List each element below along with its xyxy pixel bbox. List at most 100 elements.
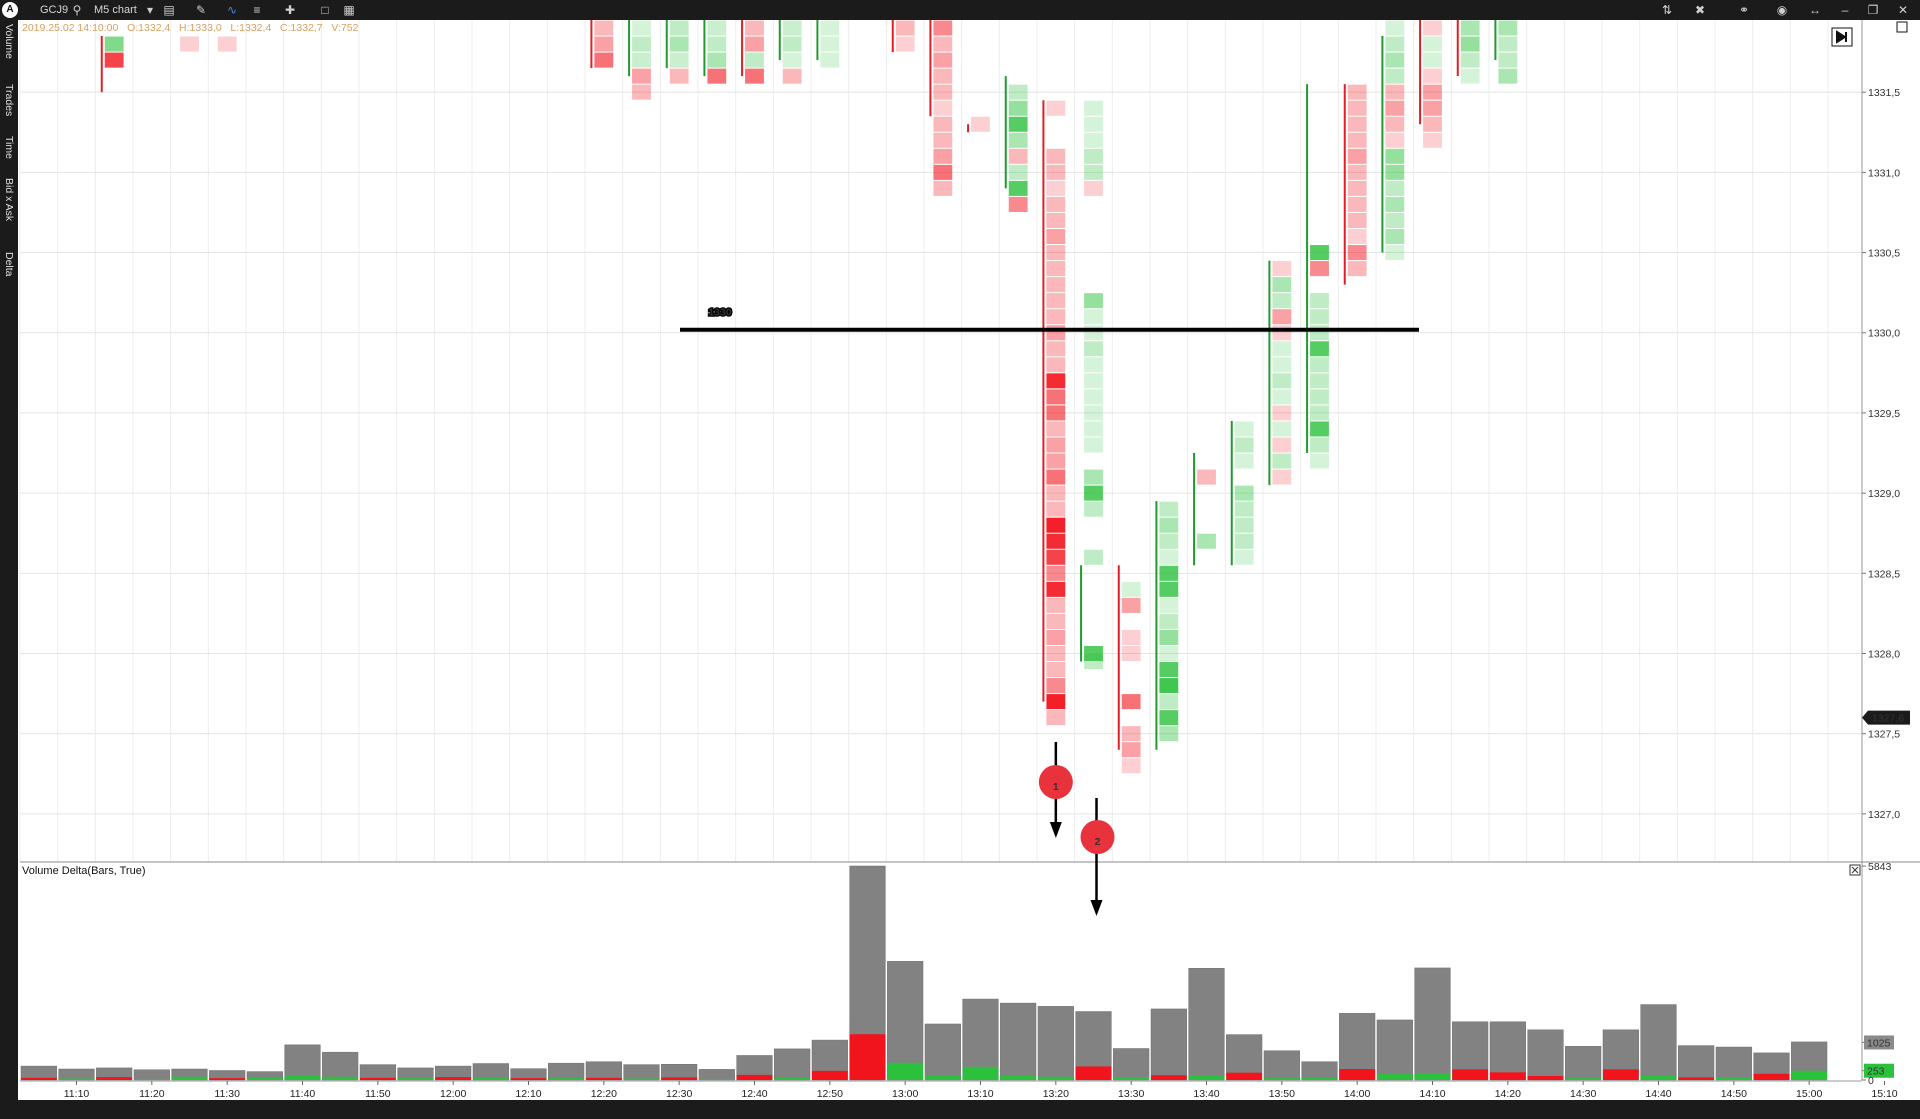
sidebar-tab-volume[interactable]: Volume	[3, 24, 15, 60]
close-icon[interactable]: ✕	[1897, 3, 1909, 17]
volume-bar	[359, 1064, 396, 1081]
layout-icon[interactable]: ▦	[343, 3, 355, 17]
delta-bar-negative	[1452, 1069, 1488, 1080]
search-icon[interactable]: ⚲	[72, 3, 82, 17]
footprint-cell	[1159, 565, 1179, 581]
pin-icon[interactable]: ↔	[1809, 3, 1821, 17]
sidebar-tab-trades[interactable]: Trades	[3, 84, 15, 117]
volume-bar	[1188, 968, 1225, 1081]
footprint-cell	[1084, 469, 1103, 485]
current-price-label: 1327,6	[1872, 713, 1904, 725]
footprint-cell	[933, 52, 953, 68]
time-tick-label: 11:10	[64, 1088, 90, 1100]
delta-bar-positive	[1264, 1078, 1300, 1080]
level-label-1330: 1330	[708, 307, 732, 319]
left-sidebar: Volume Trades Time Bid x Ask Delta	[0, 20, 18, 1119]
restore-icon[interactable]: ❐	[1867, 3, 1879, 17]
footprint-cell	[1008, 116, 1028, 132]
footprint-cell	[1272, 437, 1292, 453]
footprint-cell	[1008, 84, 1028, 100]
indicators-icon[interactable]: ∿	[226, 3, 238, 17]
price-tick-label: 1328,0	[1868, 649, 1900, 661]
footprint-cell	[1046, 517, 1066, 533]
delta-bar-positive	[1038, 1076, 1074, 1080]
delta-bar-negative	[1075, 1066, 1112, 1080]
sidebar-tab-bid-ask[interactable]: Bid x Ask	[3, 178, 15, 222]
footprint-cell	[1423, 20, 1442, 36]
footprint-cell	[632, 68, 651, 84]
footprint-cell	[1310, 437, 1329, 453]
delta-bar-positive	[699, 1078, 735, 1080]
time-tick-label: 14:10	[1419, 1088, 1445, 1100]
price-tick-label: 1329,0	[1868, 488, 1900, 500]
current-price-marker	[1862, 710, 1910, 725]
arrow-2-head	[1090, 900, 1103, 916]
footprint-cell	[669, 68, 689, 84]
pane-expand-icon[interactable]	[1896, 21, 1908, 33]
chart-type-dropdown-icon[interactable]: ▾	[146, 3, 154, 17]
crosshair-icon[interactable]: ✚	[284, 3, 296, 17]
footprint-cell	[933, 20, 953, 36]
volume-tick-badge	[1864, 1035, 1894, 1050]
trading-tools-icon[interactable]: ⇅	[1661, 3, 1673, 17]
footprint-cell	[820, 52, 840, 68]
footprint-cell	[1234, 437, 1254, 453]
footprint-cell	[1234, 533, 1254, 549]
footprint-cell	[1046, 357, 1066, 373]
footprint-cell	[1498, 20, 1518, 36]
footprint-cell	[1347, 212, 1367, 228]
sidebar-tab-delta[interactable]: Delta	[3, 252, 15, 277]
link-icon[interactable]: ⚭	[1738, 3, 1750, 17]
pane-close-icon[interactable]	[1849, 864, 1861, 876]
volume-bar	[1301, 1061, 1338, 1081]
scale-icon[interactable]: ✖	[1694, 3, 1706, 17]
footprint-cell	[1272, 293, 1292, 309]
volume-bar	[962, 998, 999, 1081]
horizontal-scrollbar[interactable]	[18, 1100, 1920, 1119]
window-icon[interactable]: □	[321, 3, 329, 17]
screenshot-camera-icon[interactable]: ◉	[1776, 3, 1788, 17]
delta-bar-positive	[247, 1077, 283, 1080]
drawing-pencil-icon[interactable]: ✎	[195, 3, 207, 17]
footprint-cell	[1385, 20, 1405, 36]
sidebar-tab-time[interactable]: Time	[3, 136, 15, 159]
delta-bar-positive	[171, 1076, 208, 1080]
footprint-cell	[1347, 132, 1367, 148]
footprint-cell	[1084, 341, 1103, 357]
chart-type-selector[interactable]: M5 chart	[94, 4, 137, 16]
footprint-cell	[1272, 405, 1292, 421]
price-tick-label: 1327,5	[1868, 729, 1900, 741]
footprint-cell	[1310, 389, 1329, 405]
footprint-cell	[1084, 501, 1103, 517]
footprint-cell	[820, 36, 840, 52]
footprint-cell	[1046, 613, 1066, 629]
footprint-cell	[1460, 36, 1480, 52]
time-tick-label: 11:40	[290, 1088, 316, 1100]
minimize-icon[interactable]: –	[1841, 3, 1849, 17]
time-tick-label: 11:30	[214, 1088, 240, 1100]
footprint-cell	[1159, 629, 1179, 645]
footprint-cell	[820, 20, 840, 36]
volume-tick-label: 0	[1868, 1075, 1874, 1087]
templates-icon[interactable]: ≡	[253, 3, 261, 17]
time-tick-label: 14:40	[1645, 1088, 1671, 1100]
footprint-cell	[1159, 517, 1179, 533]
volume-bar	[623, 1064, 660, 1081]
footprint-cell	[707, 52, 727, 68]
footprint-cell	[1347, 100, 1367, 116]
footprint-cell	[1046, 277, 1066, 293]
footprint-cell	[1084, 116, 1103, 132]
footprint-cell	[1272, 357, 1292, 373]
footprint-cell	[1084, 437, 1103, 453]
footprint-cell	[1197, 533, 1216, 549]
time-tick-label: 11:50	[365, 1088, 391, 1100]
footprint-cell	[745, 36, 764, 52]
pane-close-icon-x	[1851, 866, 1859, 874]
display-mode-icon[interactable]: ▤	[163, 3, 175, 17]
symbol-selector[interactable]: GCJ9	[40, 4, 69, 16]
footprint-cell	[933, 36, 953, 52]
volume-bar	[1113, 1048, 1150, 1081]
time-tick-label: 15:00	[1796, 1088, 1822, 1100]
